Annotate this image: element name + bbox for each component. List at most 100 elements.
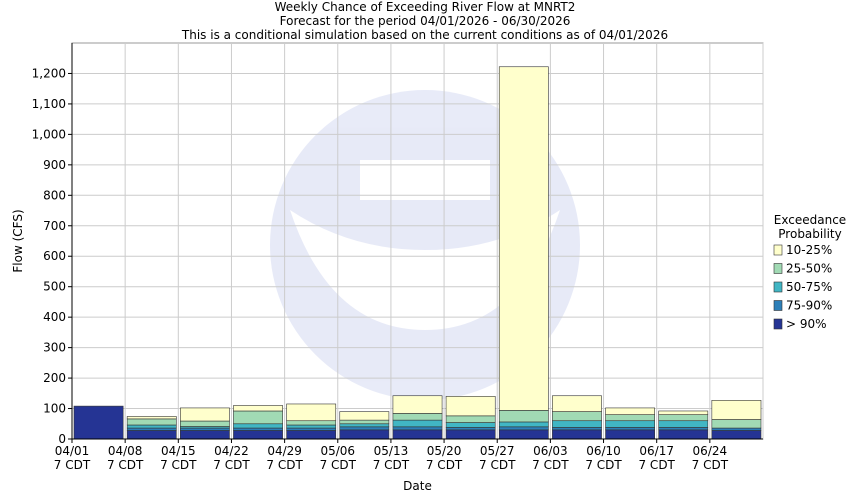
bar-segment [711,419,762,429]
chart-title: Weekly Chance of Exceeding River Flow at… [274,0,576,14]
bar-segment [126,427,177,431]
x-tick-label-date: 05/13 [374,444,409,458]
bar-segment [552,411,602,422]
bar-segment [126,424,177,429]
x-tick-label-time: 7 CDT [692,458,729,472]
bar-segment [605,420,655,428]
bar-segment [711,427,762,431]
bar-segment [445,396,496,417]
bar-segment [605,427,655,431]
legend-label: 10-25% [786,243,832,257]
bar-segment [286,424,337,429]
bar-segment [498,421,549,428]
bar-segment [233,410,283,425]
bar-segment [180,407,230,422]
bar-segment [658,410,709,415]
x-tick-label-date: 04/01 [55,444,90,458]
x-tick-label-date: 06/03 [533,444,568,458]
bar-segment [498,66,549,411]
bar-segment [126,418,177,426]
bar-segment [73,405,124,440]
bar-segment [658,429,709,440]
y-axis-label: Flow (CFS) [11,209,25,272]
y-tick-label: 1,000 [32,127,66,141]
bar-segment [286,403,337,422]
y-tick-label: 1,100 [32,97,66,111]
y-tick-label: 200 [43,371,66,385]
bar-segment [233,427,283,431]
x-tick-label-time: 7 CDT [320,458,357,472]
legend-swatch [773,263,783,274]
bar-segment [233,430,283,440]
legend-label: 25-50% [786,262,832,276]
legend-title: Exceedance [774,213,846,227]
bar-segment [392,419,443,428]
bar-segment [339,426,390,431]
bar-segment [445,415,496,423]
bar-segment [286,420,337,426]
x-tick-label-time: 7 CDT [373,458,410,472]
legend-label: 50-75% [786,280,832,294]
x-axis-label: Date [403,479,432,493]
bar-segment [233,405,283,412]
x-tick-label-time: 7 CDT [532,458,569,472]
bar-segment [498,410,549,423]
y-tick-label: 100 [43,402,66,416]
x-tick-label-date: 04/15 [161,444,196,458]
x-tick-label-date: 04/08 [108,444,143,458]
bar-segment [180,427,230,431]
x-tick-label-time: 7 CDT [638,458,675,472]
bar-segment [339,423,390,428]
x-tick-label-time: 7 CDT [160,458,197,472]
bar-segment [126,416,177,420]
bar-segment [605,429,655,440]
bar-segment [339,411,390,421]
x-tick-label-date: 05/20 [427,444,462,458]
legend-swatch [773,300,783,311]
bar-segment [658,427,709,431]
x-tick-label-time: 7 CDT [426,458,463,472]
bar-segment [552,420,602,428]
chart-subtitle-2: This is a conditional simulation based o… [181,28,669,42]
x-tick-label-time: 7 CDT [585,458,622,472]
bar-segment [126,430,177,440]
y-tick-label: 800 [43,188,66,202]
bar-segment [658,420,709,428]
y-tick-label: 300 [43,341,66,355]
bar-segment [658,414,709,422]
bar-segment [180,420,230,427]
y-tick-label: 700 [43,219,66,233]
y-tick-label: 900 [43,158,66,172]
bar-segment [339,429,390,440]
x-tick-label-date: 04/22 [214,444,249,458]
x-tick-label-date: 06/10 [586,444,621,458]
x-tick-label-date: 05/27 [480,444,515,458]
legend-label: > 90% [786,317,827,331]
bar-segment [233,423,283,429]
y-tick-label: 500 [43,280,66,294]
bar-segment [552,429,602,440]
bar-segment [286,430,337,440]
x-tick-label-time: 7 CDT [479,458,516,472]
bar-segment [392,426,443,431]
y-tick-label: 0 [58,432,66,446]
bar-segment [392,413,443,421]
x-tick-label-time: 7 CDT [213,458,250,472]
bar-segment [392,429,443,440]
bar-segment [711,430,762,440]
legend-title: Probability [778,227,841,241]
bar-segment [711,400,762,420]
chart-subtitle: Forecast for the period 04/01/2026 - 06/… [279,14,571,28]
x-tick-label-date: 06/24 [693,444,728,458]
bar-segment [445,429,496,440]
bar-segment [498,426,549,431]
x-tick-label-time: 7 CDT [266,458,303,472]
x-tick-label-date: 05/06 [320,444,355,458]
x-tick-label-date: 04/29 [267,444,302,458]
legend-swatch [773,318,783,330]
bar-segment [392,395,443,414]
bar-segment [605,407,655,415]
y-tick-label: 400 [43,310,66,324]
legend-swatch [773,244,783,256]
